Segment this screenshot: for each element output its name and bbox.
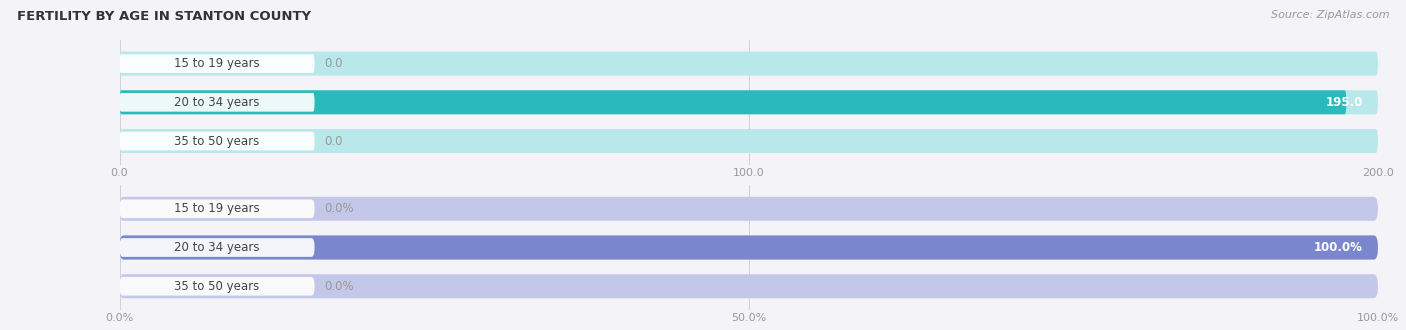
Text: 35 to 50 years: 35 to 50 years	[174, 135, 260, 148]
Text: 0.0%: 0.0%	[325, 202, 354, 215]
Text: 100.0%: 100.0%	[1313, 241, 1362, 254]
Text: Source: ZipAtlas.com: Source: ZipAtlas.com	[1271, 10, 1389, 20]
FancyBboxPatch shape	[120, 199, 315, 218]
Text: 20 to 34 years: 20 to 34 years	[174, 241, 260, 254]
FancyBboxPatch shape	[120, 90, 1378, 114]
Text: 20 to 34 years: 20 to 34 years	[174, 96, 260, 109]
FancyBboxPatch shape	[120, 236, 1378, 259]
Text: 0.0: 0.0	[325, 135, 343, 148]
Text: 195.0: 195.0	[1326, 96, 1362, 109]
Text: 35 to 50 years: 35 to 50 years	[174, 280, 260, 293]
Text: 0.0: 0.0	[325, 57, 343, 70]
Text: 15 to 19 years: 15 to 19 years	[174, 202, 260, 215]
Text: 0.0%: 0.0%	[325, 280, 354, 293]
Text: FERTILITY BY AGE IN STANTON COUNTY: FERTILITY BY AGE IN STANTON COUNTY	[17, 10, 311, 23]
FancyBboxPatch shape	[120, 274, 1378, 298]
Text: 15 to 19 years: 15 to 19 years	[174, 57, 260, 70]
FancyBboxPatch shape	[120, 277, 315, 296]
FancyBboxPatch shape	[120, 236, 1378, 259]
FancyBboxPatch shape	[120, 132, 315, 150]
FancyBboxPatch shape	[120, 238, 315, 257]
FancyBboxPatch shape	[120, 51, 1378, 76]
FancyBboxPatch shape	[120, 93, 315, 112]
FancyBboxPatch shape	[120, 197, 1378, 221]
FancyBboxPatch shape	[120, 129, 1378, 153]
FancyBboxPatch shape	[120, 54, 315, 73]
FancyBboxPatch shape	[120, 90, 1347, 114]
